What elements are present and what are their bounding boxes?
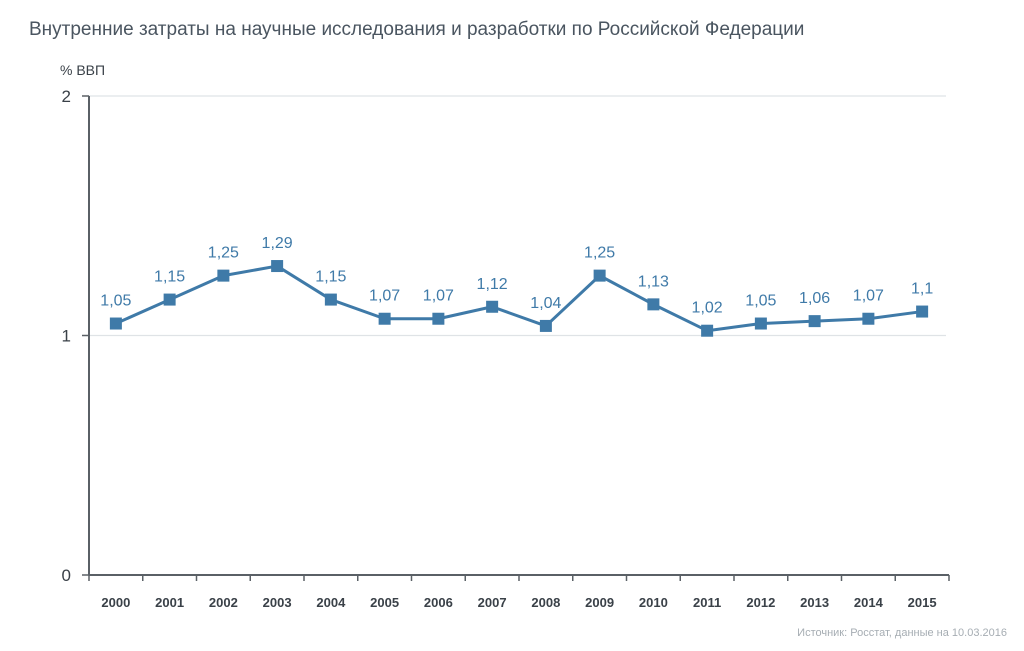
- x-tick-label: 2013: [800, 595, 829, 610]
- x-tick-label: 2014: [854, 595, 884, 610]
- data-point: [432, 312, 445, 325]
- x-tick-label: 2003: [263, 595, 292, 610]
- data-label: 1,25: [208, 245, 239, 262]
- x-tick-label: 2007: [478, 595, 507, 610]
- data-point: [916, 305, 929, 318]
- x-tick-label: 2012: [746, 595, 775, 610]
- series-line: [115, 264, 923, 333]
- data-point: [539, 319, 552, 332]
- data-point: [701, 324, 714, 337]
- data-series: [109, 260, 929, 337]
- x-tick-label: 2010: [639, 595, 668, 610]
- x-tick-label: 2011: [693, 595, 721, 610]
- y-tick-label: 0: [62, 566, 71, 585]
- x-tick-label: 2004: [316, 595, 346, 610]
- x-tick-label: 2005: [370, 595, 399, 610]
- x-tick-label: 2001: [155, 595, 184, 610]
- data-point: [324, 293, 337, 306]
- x-tick-label: 2002: [209, 595, 238, 610]
- data-point: [217, 269, 230, 282]
- axes: 0 1 2 2000 2001 2002 2003 2004 2005 2006 2007 2008 2…: [62, 87, 950, 610]
- data-label: 1,06: [799, 290, 830, 307]
- data-point: [593, 269, 606, 282]
- y-tick-label: 1: [62, 327, 71, 346]
- data-label: 1,07: [369, 288, 400, 305]
- data-labels: 1,05 1,15 1,25 1,29 1,15 1,07 1,07 1,12 1,04 1,25…: [100, 235, 933, 317]
- data-label: 1,07: [853, 288, 884, 305]
- x-tick-label: 2008: [531, 595, 560, 610]
- x-tick-label: 2009: [585, 595, 614, 610]
- x-tick-label: 2006: [424, 595, 453, 610]
- data-point: [486, 300, 499, 313]
- data-label: 1,02: [692, 300, 723, 317]
- x-tick-label: 2015: [908, 595, 937, 610]
- data-label: 1,07: [423, 288, 454, 305]
- data-point: [808, 315, 821, 328]
- data-label: 1,25: [584, 245, 615, 262]
- grid-lines: [89, 95, 946, 337]
- x-tick-label: 2000: [101, 595, 130, 610]
- data-label: 1,12: [477, 276, 508, 293]
- chart-title: Внутренние затраты на научные исследован…: [29, 19, 805, 40]
- data-label: 1,13: [638, 273, 669, 290]
- y-axis-label: % ВВП: [60, 62, 106, 78]
- data-point: [109, 317, 122, 330]
- data-label: 1,05: [100, 293, 131, 310]
- data-point: [163, 293, 176, 306]
- data-label: 1,1: [911, 281, 933, 298]
- data-point: [271, 260, 284, 273]
- data-label: 1,15: [315, 269, 346, 286]
- y-tick-label: 2: [62, 87, 71, 106]
- source-note: Источник: Росстат, данные на 10.03.2016: [797, 627, 1007, 639]
- data-label: 1,15: [154, 269, 185, 286]
- data-point: [647, 298, 660, 311]
- data-label: 1,05: [745, 293, 776, 310]
- data-label: 1,29: [262, 235, 293, 252]
- data-point: [754, 317, 767, 330]
- data-point: [862, 312, 875, 325]
- data-point: [378, 312, 391, 325]
- data-label: 1,04: [530, 295, 561, 312]
